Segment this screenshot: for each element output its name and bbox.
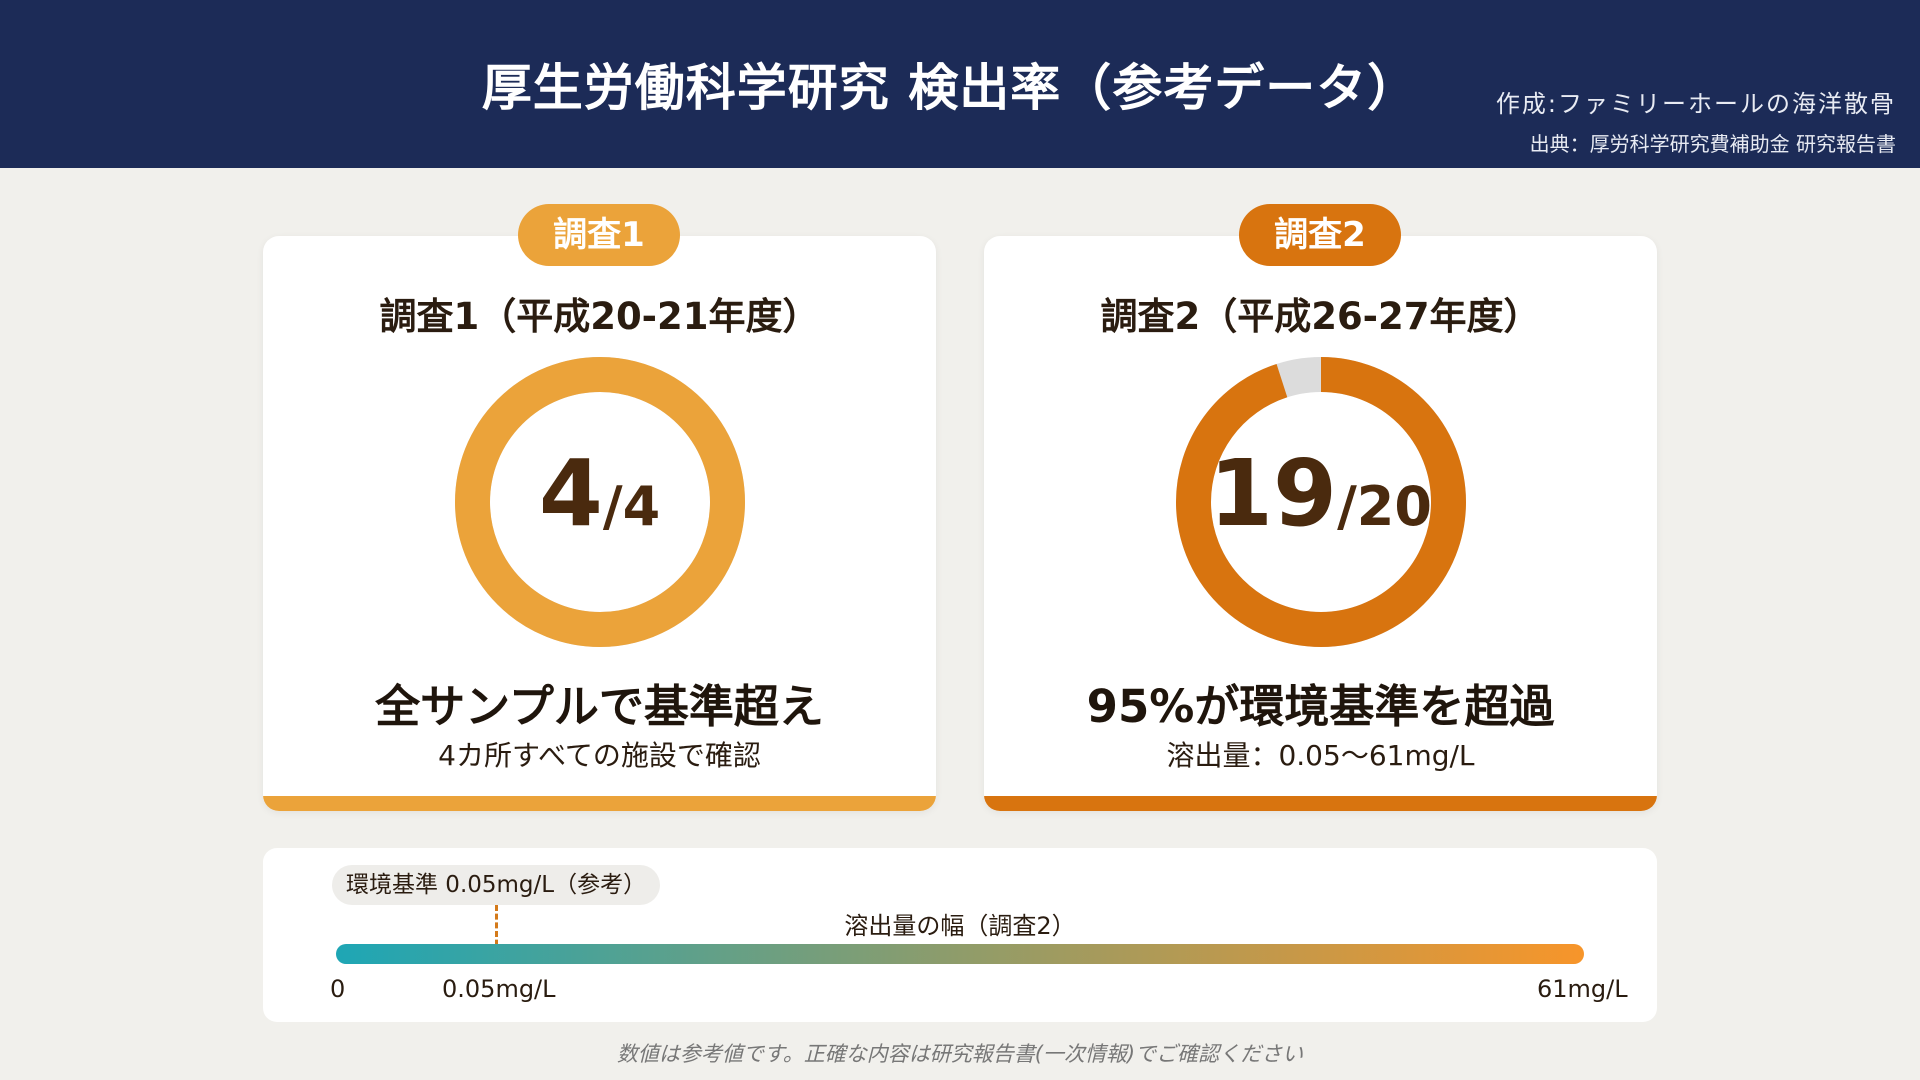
card-accent-bar <box>263 796 936 811</box>
donut-detected-slice <box>455 357 745 647</box>
tick-label-max: 61mg/L <box>1537 975 1628 1003</box>
total-count: /20 <box>1337 475 1432 538</box>
donut-chart <box>1176 357 1466 647</box>
footer-note: 数値は参考値です。正確な内容は研究報告書(一次情報)でご確認ください <box>616 1042 1304 1066</box>
survey-title: 調査1（平成20-21年度） <box>379 295 820 338</box>
range-title: 溶出量の幅（調査2） <box>844 912 1076 940</box>
card-accent-bar <box>984 796 1657 811</box>
detected-count: 4 <box>538 440 603 547</box>
survey-badge: 調査1 <box>518 204 680 266</box>
ratio-value: 19/20 <box>984 440 1657 547</box>
credit: 作成:ファミリーホールの海洋散骨 <box>1495 90 1896 118</box>
standard-marker <box>495 905 498 963</box>
survey-badge: 調査2 <box>1239 204 1401 266</box>
survey-card-1 <box>263 236 936 811</box>
subtext: 4カ所すべての施設で確認 <box>438 739 761 772</box>
header: 厚生労働科学研究 検出率（参考データ） 作成:ファミリーホールの海洋散骨 出典：… <box>0 0 1920 168</box>
tick-label-min: 0 <box>330 975 346 1003</box>
standard-label: 環境基準 0.05mg/L（参考） <box>332 865 660 905</box>
survey-card-2 <box>984 236 1657 811</box>
headline: 95%が環境基準を超過 <box>1086 680 1555 733</box>
detected-count: 19 <box>1209 440 1338 547</box>
subtext: 溶出量：0.05〜61mg/L <box>1166 739 1475 772</box>
range-bar <box>336 944 1584 964</box>
ratio-value: 4/4 <box>263 440 936 547</box>
survey-title: 調査2（平成26-27年度） <box>1100 295 1541 338</box>
headline: 全サンプルで基準超え <box>375 680 824 733</box>
total-count: /4 <box>602 475 661 538</box>
page-title: 厚生労働科学研究 検出率（参考データ） <box>481 59 1419 117</box>
donut-detected-slice <box>1176 357 1466 647</box>
tick-label-standard: 0.05mg/L <box>442 975 556 1003</box>
donut-chart <box>455 357 745 647</box>
source: 出典：厚労科学研究費補助金 研究報告書 <box>1529 132 1896 156</box>
